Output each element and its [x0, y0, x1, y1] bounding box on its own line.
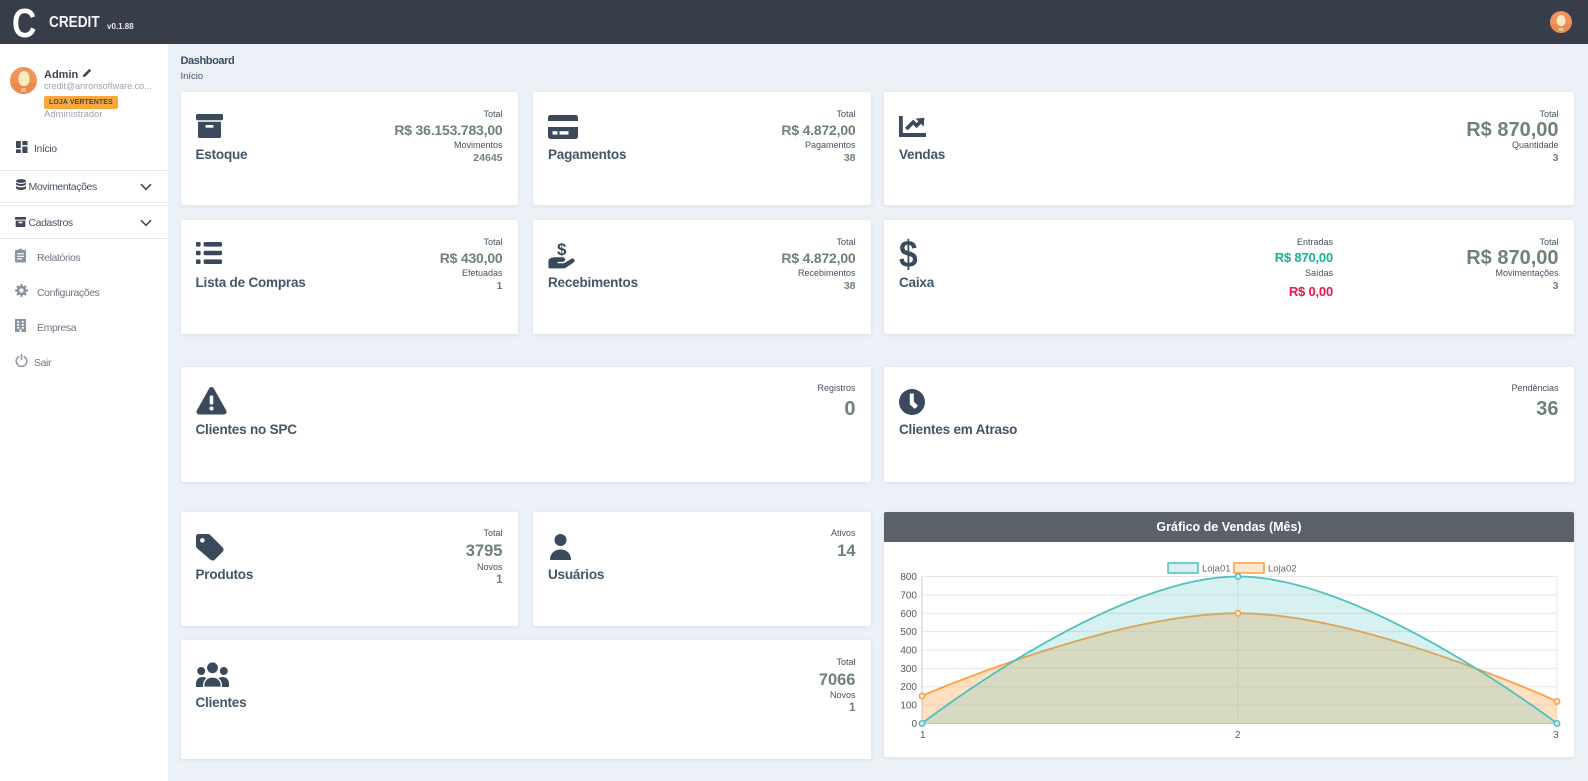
svg-text:300: 300	[900, 663, 917, 674]
svg-text:3: 3	[1553, 730, 1559, 741]
svg-text:1: 1	[920, 730, 926, 741]
svg-text:Loja02: Loja02	[1268, 563, 1297, 574]
svg-text:800: 800	[900, 572, 917, 583]
svg-text:0: 0	[911, 719, 917, 730]
svg-text:2: 2	[1235, 730, 1241, 741]
svg-text:$: $	[557, 241, 567, 259]
svg-text:Loja01: Loja01	[1202, 563, 1231, 574]
svg-text:400: 400	[900, 645, 917, 656]
svg-text:600: 600	[900, 608, 917, 619]
svg-text:700: 700	[900, 590, 917, 601]
svg-text:500: 500	[900, 627, 917, 638]
svg-text:100: 100	[900, 700, 917, 711]
svg-text:200: 200	[900, 682, 917, 693]
